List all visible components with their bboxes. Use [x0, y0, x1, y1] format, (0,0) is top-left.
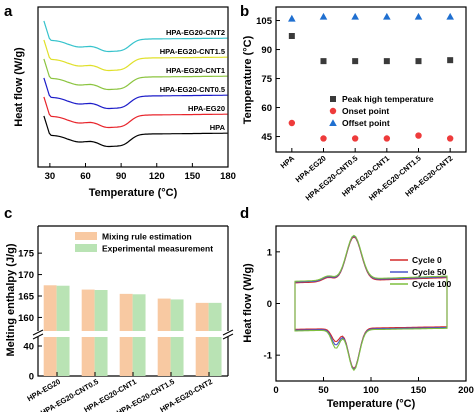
chart-c-bar-experimental-measurement: [208, 302, 222, 376]
chart-b-ytick-label: 75: [261, 74, 272, 85]
chart-b-ytick-label: 105: [256, 16, 273, 27]
chart-b-point-peak-high-temperature: [383, 58, 390, 65]
chart-b-point-onset-point: [446, 135, 454, 142]
chart-a-series-label-hpa-eg20-cnt1-5: HPA-EG20-CNT1.5: [160, 47, 225, 56]
chart-c-ytick-label: 0: [29, 372, 34, 383]
chart-a-series-hpa-eg20-cnt1: [43, 58, 228, 91]
chart-d-xtick-label: 0: [273, 385, 278, 396]
panel-label-a: a: [4, 3, 13, 20]
chart-c-ylabel: Melting enthalpy (J/g): [5, 243, 17, 356]
chart-d-frame: [275, 225, 467, 382]
chart-c-legend-label-mixing-rule-estimation: Mixing rule estimation: [102, 232, 192, 242]
chart-c-axis-break-mark: [32, 333, 44, 340]
chart-a-xtick-label: 120: [149, 171, 165, 182]
chart-a-xtick-label: 30: [45, 171, 56, 182]
chart-a-frame: [37, 6, 229, 168]
chart-d-cycling-curves: Temperature (°C) Heat flow (W/g) 0 50 100 1…: [242, 225, 474, 410]
chart-c-bar-mixing-rule-estimation: [195, 302, 209, 376]
chart-a-series-hpa-eg20-cnt0-5: [43, 77, 228, 110]
chart-d-ytick-label: -1: [264, 351, 273, 362]
panel-label-b: b: [240, 3, 249, 20]
chart-a-series-hpa-eg20: [43, 96, 228, 129]
chart-a-xtick-label: 90: [116, 171, 127, 182]
chart-b-xtick-label-hpa: HPA: [279, 153, 297, 170]
chart-b-point-offset-point: [288, 14, 296, 22]
chart-b-ytick-label: 45: [261, 132, 272, 143]
chart-d-ylabel: Heat flow (W/g): [242, 263, 254, 343]
chart-a-dsc-curves: Temperature (°C) Heat flow (W/g) 30 60 90 1…: [13, 6, 236, 199]
chart-b-point-onset-point: [383, 135, 391, 142]
chart-c-bar-experimental-measurement: [170, 299, 184, 376]
panel-label-c: c: [4, 205, 12, 222]
chart-d-xtick-label: 150: [411, 385, 427, 396]
chart-a-series-label-hpa-eg20-cnt0-5: HPA-EG20-CNT0.5: [160, 85, 225, 94]
chart-a-series-label-hpa: HPA: [210, 123, 226, 132]
chart-c-legend-label-experimental-measurement: Experimental measurement: [102, 244, 213, 254]
chart-b-point-peak-high-temperature: [415, 58, 422, 65]
chart-b-point-offset-point: [319, 12, 328, 20]
chart-b-point-offset-point: [446, 12, 454, 20]
chart-d-ytick-label: 1: [267, 247, 273, 258]
chart-b-legend-marker-onset-point: [329, 107, 337, 115]
chart-b-frame: [275, 6, 467, 153]
chart-d-ytick-label: 0: [267, 299, 272, 310]
chart-d-xtick-label: 100: [363, 385, 379, 396]
chart-d-xlabel: Temperature (°C): [327, 398, 416, 410]
chart-d-legend-label-cycle-100: Cycle 100: [412, 279, 451, 289]
chart-a-series-hpa: [43, 115, 228, 148]
chart-b-legend-label-onset-point: Onset point: [342, 106, 389, 116]
chart-c-bar-mixing-rule-estimation: [43, 285, 57, 376]
chart-a-series-label-hpa-eg20: HPA-EG20: [188, 104, 225, 113]
chart-a-series-label-hpa-eg20-cnt2: HPA-EG20-CNT2: [166, 28, 225, 37]
chart-d-xtick-label: 50: [318, 385, 329, 396]
chart-b-point-peak-high-temperature: [352, 58, 359, 65]
chart-a-ylabel: Heat flow (W/g): [13, 47, 25, 127]
chart-c-ytick-label: 175: [18, 249, 35, 260]
chart-b-point-onset-point: [415, 132, 422, 139]
chart-b-point-offset-point: [351, 12, 359, 20]
chart-d-xtick-label: 200: [458, 385, 474, 396]
chart-c-ytick-label: 165: [18, 292, 35, 303]
chart-b-legend-label-offset-point: Offset point: [342, 118, 390, 128]
chart-a-series-label-hpa-eg20-cnt1: HPA-EG20-CNT1: [166, 66, 225, 75]
chart-a-xtick-label: 180: [220, 171, 236, 182]
chart-c-legend-swatch-mixing-rule-estimation: [75, 232, 97, 240]
chart-c-axis-break-mark: [222, 333, 234, 340]
chart-b-temperature-points: Temperature (°C) 45607590105HPAHPA-EG20H…: [242, 6, 467, 203]
chart-c-bar-experimental-measurement: [56, 285, 70, 376]
chart-b-legend-marker-peak-high-temperature: [330, 96, 336, 102]
chart-c-melting-enthalpy: Melting enthalpy (J/g) 160165170175040HP…: [5, 225, 234, 412]
chart-d-legend-label-cycle-0: Cycle 0: [412, 255, 442, 265]
chart-b-ytick-label: 90: [261, 45, 272, 56]
chart-b-point-offset-point: [383, 12, 391, 20]
chart-d-series-cycle-100: [294, 234, 448, 372]
chart-b-point-onset-point: [288, 119, 296, 127]
chart-b-point-peak-high-temperature: [447, 57, 454, 64]
chart-d-legend-label-cycle-50: Cycle 50: [412, 267, 447, 277]
chart-a-xtick-label: 60: [80, 171, 91, 182]
chart-c-ytick-label: 40: [23, 342, 34, 353]
chart-a-xtick-label: 150: [184, 171, 200, 182]
chart-c-ytick-label: 170: [18, 270, 34, 281]
chart-b-point-peak-high-temperature: [320, 58, 327, 65]
chart-b-legend-label-peak-high-temperature: Peak high temperature: [342, 94, 434, 104]
chart-b-legend-marker-offset-point: [329, 119, 337, 126]
chart-b-point-onset-point: [320, 135, 327, 142]
chart-a-series-hpa-eg20-cnt2: [43, 20, 228, 53]
chart-a-xlabel: Temperature (°C): [89, 187, 178, 199]
chart-b-point-peak-high-temperature: [288, 33, 295, 39]
chart-b-ytick-label: 60: [261, 103, 272, 114]
chart-b-point-onset-point: [351, 135, 359, 142]
chart-a-series-hpa-eg20-cnt1-5: [43, 39, 228, 72]
chart-c-ytick-label: 160: [18, 313, 34, 324]
panel-label-d: d: [240, 205, 249, 222]
chart-b-point-offset-point: [414, 12, 423, 20]
chart-c-axis-break-mark: [222, 329, 234, 336]
chart-c-axis-break-mark: [32, 329, 44, 336]
chart-b-ylabel: Temperature (°C): [242, 35, 254, 124]
chart-c-legend-swatch-experimental-measurement: [75, 244, 97, 252]
chart-c-axis-break-gap: [32, 331, 234, 337]
chart-c-bar-mixing-rule-estimation: [157, 298, 171, 376]
